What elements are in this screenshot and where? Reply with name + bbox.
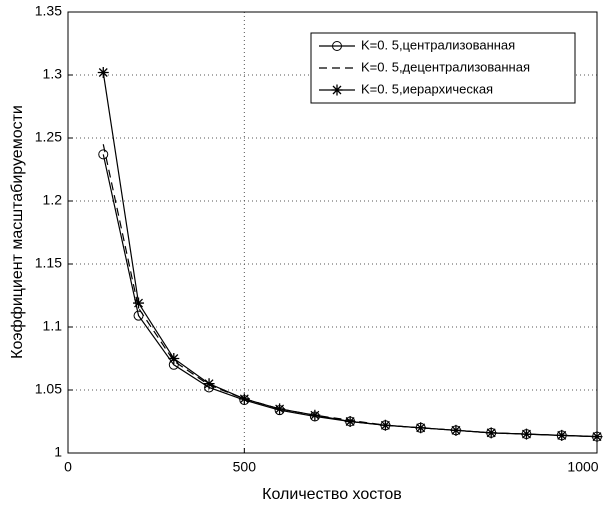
legend-marker — [332, 41, 342, 51]
x-tick-label: 500 — [233, 459, 257, 475]
marker — [379, 419, 391, 431]
marker — [415, 422, 427, 434]
y-tick-label: 1.1 — [43, 318, 63, 334]
marker — [344, 416, 356, 427]
x-axis-label: Количество хостов — [262, 486, 402, 503]
y-tick-label: 1.2 — [43, 192, 63, 208]
y-tick-label: 1.15 — [35, 255, 62, 271]
marker — [556, 429, 568, 441]
y-tick-label: 1 — [54, 444, 62, 460]
marker — [309, 409, 321, 421]
marker — [520, 428, 532, 440]
legend-marker — [331, 84, 343, 96]
legend-label: K=0. 5,централизованная — [361, 37, 515, 52]
plot-frame — [67, 11, 598, 454]
marker — [238, 393, 250, 405]
marker — [97, 66, 109, 78]
legend: K=0. 5,централизованная K=0. 5,децентрали… — [310, 32, 576, 104]
legend-label: K=0. 5,децентрализованная — [361, 59, 530, 74]
y-tick-label: 1.25 — [35, 129, 62, 145]
marker — [591, 431, 603, 443]
legend-label: K=0. 5,иерархическая — [361, 81, 493, 96]
y-axis-label: Коэффициент масштабируемости — [9, 105, 26, 359]
x-tick-label: 0 — [64, 459, 72, 475]
x-tick-label: 1000 — [567, 459, 598, 475]
marker — [203, 378, 215, 390]
marker — [485, 427, 497, 439]
marker — [274, 403, 286, 415]
y-tick-label: 1.3 — [43, 66, 63, 82]
marker — [98, 149, 109, 160]
y-tick-label: 1.35 — [35, 3, 62, 19]
y-tick-label: 1.05 — [35, 381, 62, 397]
legend-box — [310, 32, 576, 104]
marker — [450, 424, 462, 436]
marker — [168, 353, 180, 364]
marker — [133, 297, 145, 309]
